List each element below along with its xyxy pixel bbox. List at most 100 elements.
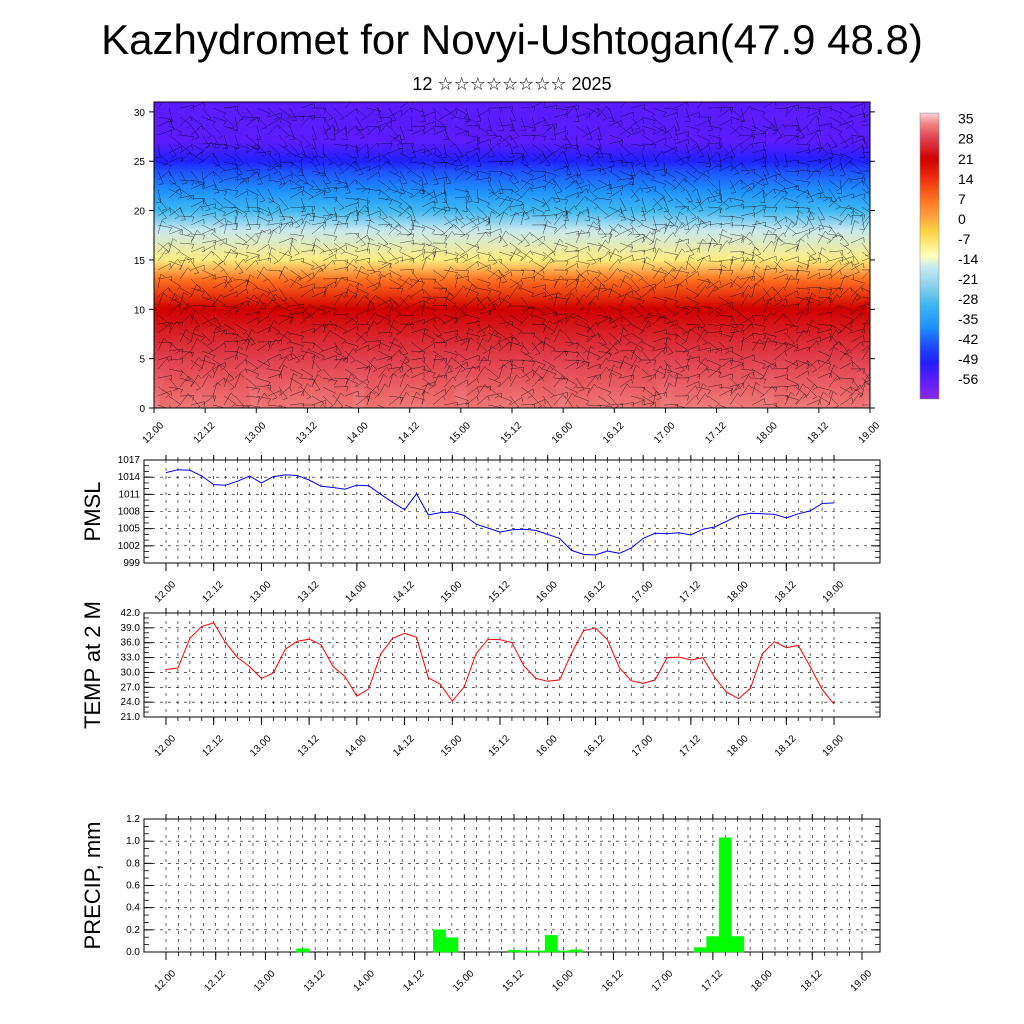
heatmap-x-tick-label: 13.00	[243, 420, 269, 446]
wind-barb-flag	[299, 158, 303, 163]
wind-barb	[839, 120, 853, 127]
wind-barb-flag	[519, 257, 524, 262]
wind-barb	[234, 233, 247, 243]
wind-barb-flag	[638, 277, 643, 281]
wind-barb-flag	[597, 107, 600, 113]
wind-barb-flag	[357, 233, 360, 239]
wind-barb	[256, 395, 271, 400]
wind-barb	[421, 200, 435, 208]
wind-barb-flag	[168, 287, 171, 293]
wind-barb	[333, 357, 348, 361]
wind-barb	[289, 303, 304, 307]
wind-barb	[366, 238, 371, 253]
wind-barb	[377, 124, 388, 136]
wind-barb-flag	[617, 340, 621, 345]
wind-barb-flag	[707, 198, 710, 203]
wind-barb	[465, 226, 479, 235]
wind-barb-flag	[345, 378, 349, 384]
wind-barb-flag	[661, 151, 665, 156]
wind-barb-flag	[816, 115, 820, 121]
wind-barb	[740, 371, 754, 379]
wind-barb	[740, 323, 752, 334]
wind-barb	[487, 143, 496, 157]
wind-barb-flag	[521, 280, 524, 286]
heatmap-y-tick-label: 15	[134, 256, 146, 267]
wind-barb	[861, 287, 870, 293]
wind-barb	[608, 120, 622, 127]
wind-barb	[564, 312, 574, 325]
wind-barb-flag	[174, 293, 179, 298]
wind-barb-flag	[322, 224, 325, 230]
wind-barb	[212, 382, 218, 397]
wind-barb	[641, 231, 651, 244]
wind-barb	[773, 395, 789, 397]
wind-barb	[795, 143, 811, 145]
wind-barb	[575, 294, 585, 307]
colorbar-tick-label: 7	[958, 191, 966, 207]
wind-barb	[498, 135, 511, 145]
wind-barb	[586, 295, 597, 307]
wind-barb	[278, 296, 290, 307]
wind-barb	[751, 141, 766, 145]
wind-barb-flag	[838, 341, 842, 347]
wind-barb-flag	[323, 325, 327, 331]
wind-barb	[344, 350, 356, 361]
wind-barb-flag	[675, 335, 679, 341]
wind-barb-flag	[223, 378, 226, 383]
wind-barb-flag	[637, 356, 641, 361]
wind-barb	[300, 348, 310, 361]
wind-barb	[795, 169, 811, 172]
wind-barb-flag	[587, 388, 591, 394]
wind-barb-flag	[508, 176, 513, 181]
wind-barb	[520, 187, 531, 199]
wind-barb	[432, 395, 444, 406]
wind-barb	[454, 251, 467, 261]
wind-barb-flag	[770, 124, 775, 129]
wind-barb	[586, 242, 601, 247]
wind-barb-flag	[533, 106, 536, 112]
wind-barb	[190, 151, 201, 163]
wind-barb-flag	[312, 156, 319, 158]
wind-barb-flag	[406, 233, 412, 237]
wind-barb	[454, 206, 464, 219]
colorbar-tick-label: -42	[958, 331, 978, 347]
wind-barb	[322, 346, 337, 352]
wind-barb-flag	[211, 275, 215, 280]
wind-barb-flag	[323, 190, 327, 196]
wind-barb-flag	[726, 240, 731, 245]
wind-barb-flag	[196, 284, 201, 288]
wind-barb-flag	[629, 220, 634, 225]
wind-barb	[773, 367, 789, 370]
wind-barb-flag	[312, 379, 316, 385]
wind-barb-flag	[840, 288, 844, 294]
wind-barb-flag	[563, 224, 567, 230]
wind-barb	[586, 383, 595, 397]
wind-barb	[608, 287, 621, 296]
wind-barb	[267, 353, 281, 361]
wind-barb	[454, 116, 469, 120]
wind-barb	[157, 386, 170, 395]
wind-barb	[652, 152, 659, 166]
wind-barb	[619, 143, 631, 154]
wind-barb	[509, 269, 525, 272]
wind-barb	[355, 287, 369, 295]
wind-barb	[597, 239, 606, 253]
wind-barb	[168, 368, 183, 373]
wind-barb	[487, 377, 502, 384]
wind-barb-flag	[196, 230, 201, 234]
wind-barb	[355, 205, 366, 217]
wind-barb-flag	[478, 218, 480, 224]
wind-barb	[443, 251, 458, 256]
wind-barb-flag	[224, 145, 228, 150]
wind-barb	[311, 291, 325, 298]
wind-barb	[179, 170, 188, 184]
wind-barb	[454, 304, 465, 316]
wind-barb	[718, 106, 734, 109]
wind-barb-flag	[575, 319, 579, 324]
heatmap-y-tick-label: 5	[139, 355, 145, 366]
wind-barb	[718, 346, 733, 352]
wind-barb	[311, 305, 323, 316]
wind-barb	[344, 390, 359, 397]
wind-barb-flag	[315, 173, 321, 176]
wind-barb	[641, 125, 656, 131]
